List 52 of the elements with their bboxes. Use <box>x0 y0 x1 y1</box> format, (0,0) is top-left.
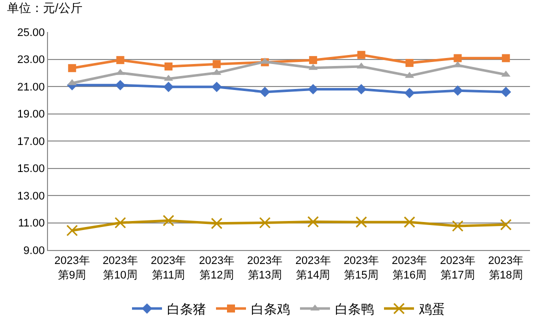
y-tick-label: 23.00 <box>17 54 45 66</box>
point <box>163 82 174 92</box>
point <box>404 216 416 228</box>
x-tick-label: 2023年第14周 <box>295 255 331 282</box>
point <box>115 80 126 90</box>
x-tick-label: 2023年第12周 <box>198 255 234 282</box>
x-tick-label: 2023年第15周 <box>344 255 380 282</box>
legend-label: 白条鸭 <box>335 302 374 317</box>
point <box>356 216 368 228</box>
point <box>260 86 270 98</box>
x-tick-label: 2023年第13周 <box>247 255 283 282</box>
legend-label: 鸡蛋 <box>418 302 445 317</box>
point <box>404 88 415 98</box>
point <box>68 64 76 72</box>
y-tick-label: 19.00 <box>17 108 45 121</box>
y-tick-label: 13.00 <box>17 190 45 202</box>
point <box>500 218 512 230</box>
x-tick-label: 2023年第16周 <box>392 255 428 282</box>
point <box>309 56 318 64</box>
point <box>116 56 124 64</box>
y-tick-label: 17.00 <box>17 136 45 148</box>
point <box>259 217 271 228</box>
point <box>212 82 222 92</box>
point <box>66 224 78 236</box>
point <box>162 214 174 226</box>
x-tick-label: 2023年第10周 <box>102 255 138 282</box>
point <box>114 217 126 228</box>
y-tick-label: 11.00 <box>18 218 45 230</box>
y-tick-label: 21.00 <box>17 81 45 94</box>
y-tick-label: 9.00 <box>23 244 45 257</box>
x-tick-label: 2023年第11周 <box>150 255 186 282</box>
point <box>164 62 172 70</box>
y-tick-label: 25.00 <box>17 26 45 39</box>
point <box>356 84 366 94</box>
point <box>406 58 414 67</box>
point <box>307 216 319 228</box>
x-tick-label: 2023年第18周 <box>488 255 524 282</box>
y-axis-title: 单位：元/公斤 <box>7 1 82 15</box>
point <box>210 218 222 230</box>
point <box>212 60 221 68</box>
y-tick-label: 15.00 <box>17 163 45 176</box>
legend-label: 白条猪 <box>167 302 206 317</box>
point <box>502 54 510 62</box>
x-tick-label: 2023年第17周 <box>440 255 476 282</box>
point <box>452 220 464 232</box>
point <box>452 85 463 96</box>
legend-label: 白条鸡 <box>251 302 290 317</box>
point <box>308 84 318 94</box>
x-tick-label: 2023年第9周 <box>54 255 90 282</box>
point <box>500 86 512 98</box>
point <box>454 54 462 62</box>
point <box>357 50 366 59</box>
